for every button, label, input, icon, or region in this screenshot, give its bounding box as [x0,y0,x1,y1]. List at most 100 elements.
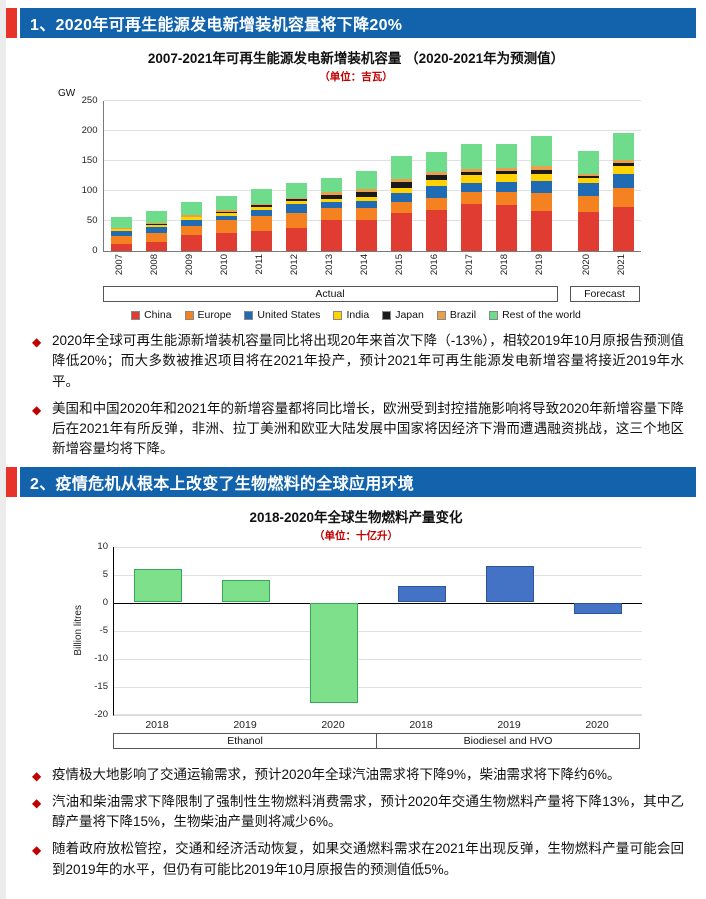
segment-rest-of-the-world [390,156,412,180]
segment-united-states [612,173,634,189]
segment-india [355,197,377,202]
group-label-biodiesel-and-hvo: Biodiesel and HVO [376,732,640,749]
segment-europe [215,220,237,233]
x-tick-2019: 2019 [523,254,558,284]
bar-slot-2020 [571,150,606,251]
x-tick-2011: 2011 [243,254,278,284]
bullet-text: 随着政府放松管控，交通和经济活动恢复，如果交通燃料需求在2021年出现反弹，生物… [52,841,684,877]
segment-china [612,206,634,251]
segment-japan [250,205,272,207]
x-tick-label: 2019 [534,254,545,276]
x-tick-label: 2009 [184,254,195,276]
gridline [114,630,642,632]
x-tick-2019: 2019 [233,718,257,731]
segment-europe [495,192,517,205]
bullet-item: ◆ 疫情极大地影响了交通运输需求，预计2020年全球汽油需求将下降9%，柴油需求将… [32,765,684,785]
bar-slot [114,547,202,715]
y-tick-label: -10 [94,652,108,664]
segment-rest-of-the-world [320,177,342,193]
segment-europe [145,233,167,242]
segment-united-states [215,215,237,221]
x-tick-label: 2010 [219,254,230,276]
x-tick-2007: 2007 [103,254,138,284]
bar-slot-2014 [349,170,384,251]
segment-rest-of-the-world [145,211,167,223]
segment-europe [390,201,412,214]
bar-slot-2019 [524,136,559,251]
segment-china [250,231,272,251]
segment-brazil [285,197,307,200]
segment-china [495,204,517,251]
y-tick-label: 250 [81,95,98,106]
stacked-bar-2013 [320,177,342,251]
segment-brazil [612,159,634,163]
actual-label-box: Actual [102,286,558,302]
y-tick-label: 10 [97,540,108,552]
bar-slot-2011 [244,188,279,251]
segment-india [530,173,552,181]
segment-brazil [355,189,377,192]
segment-united-states [180,219,202,226]
segment-brazil [145,222,167,225]
header-accent-block [6,8,17,38]
segment-rest-of-the-world [425,152,447,173]
segment-india [390,188,412,193]
segment-europe [250,215,272,232]
y-tick-label: -5 [99,624,108,636]
y-tick-label: 200 [81,125,98,136]
x-tick-2021: 2021 [605,254,640,284]
legend-label: Brazil [449,309,477,321]
bar-slot-2017 [454,143,489,251]
section-2-title: 2、疫情危机从根本上改变了生物燃料的全球应用环境 [30,475,415,493]
bar-slot-2016 [419,152,454,251]
section-2-title-bar: 2、疫情危机从根本上改变了生物燃料的全球应用环境 [20,466,696,497]
segment-japan [355,191,377,198]
x-tick-2020: 2020 [585,718,609,731]
segment-china [530,210,552,251]
segment-united-states [530,180,552,193]
x-tick-2016: 2016 [418,254,453,284]
x-tick-2010: 2010 [208,254,243,284]
segment-brazil [320,192,342,195]
diamond-bullet-icon: ◆ [32,402,42,417]
bullet-text: 2020年全球可再生能源新增装机容量同比将出现20年来首次下降（-13%），相较… [52,333,684,389]
stacked-bar-2008 [145,211,167,251]
legend-swatch [184,310,194,320]
x-tick-label: 2012 [289,254,300,276]
group-label-ethanol: Ethanol [113,732,377,749]
segment-india [460,175,482,184]
stacked-bar-2014 [355,170,377,251]
diamond-bullet-icon: ◆ [32,335,42,349]
stacked-bar-2017 [460,143,482,251]
stacked-bar-2019 [530,136,552,251]
biofuel-chart-title: 2018-2020年全球生物燃料产量变化 [249,509,463,525]
gridline [114,658,642,660]
segment-china [577,212,599,251]
plot-column: 2007 2008 2009 2010 2011 2012 2013 2014 2015 2016… [102,100,641,302]
segment-europe [612,188,634,207]
section-1-bullets: ◆ 2020年全球可再生能源新增装机容量同比将出现20年来首次下降（-13%），相… [32,331,684,460]
x-tick-2020: 2020 [570,254,605,284]
x-tick-2015: 2015 [383,254,418,284]
x-tick-2018: 2018 [145,718,169,731]
segment-india [145,224,167,227]
x-tick-2009: 2009 [173,254,208,284]
segment-europe [285,212,307,229]
capacity-chart-plot-area: 0 50 100 150 200 250 2007 2008 2009 2010 2011 2012… [6,95,706,302]
gridline [103,160,641,161]
legend-item-japan: Japan [382,309,424,321]
capacity-chart-unit: （单位：吉瓦） [319,71,393,83]
x-tick-2018: 2018 [409,718,433,731]
fuel-group-labels: Ethanol Biodiesel and HVO [113,732,641,749]
segment-india [285,201,307,205]
segment-brazil [425,172,447,176]
legend-swatch [244,310,254,320]
x-tick-2019: 2019 [497,718,521,731]
segment-united-states [425,186,447,199]
segment-japan [530,170,552,174]
segment-japan [110,228,132,230]
legend-item-rest-of-the-world: Rest of the world [489,309,581,321]
y-tick-label: -15 [94,680,108,692]
stacked-bar-2020 [577,150,599,251]
x-axis-year-labels: 2018 2019 2020 2018 2019 2020 [113,719,641,731]
